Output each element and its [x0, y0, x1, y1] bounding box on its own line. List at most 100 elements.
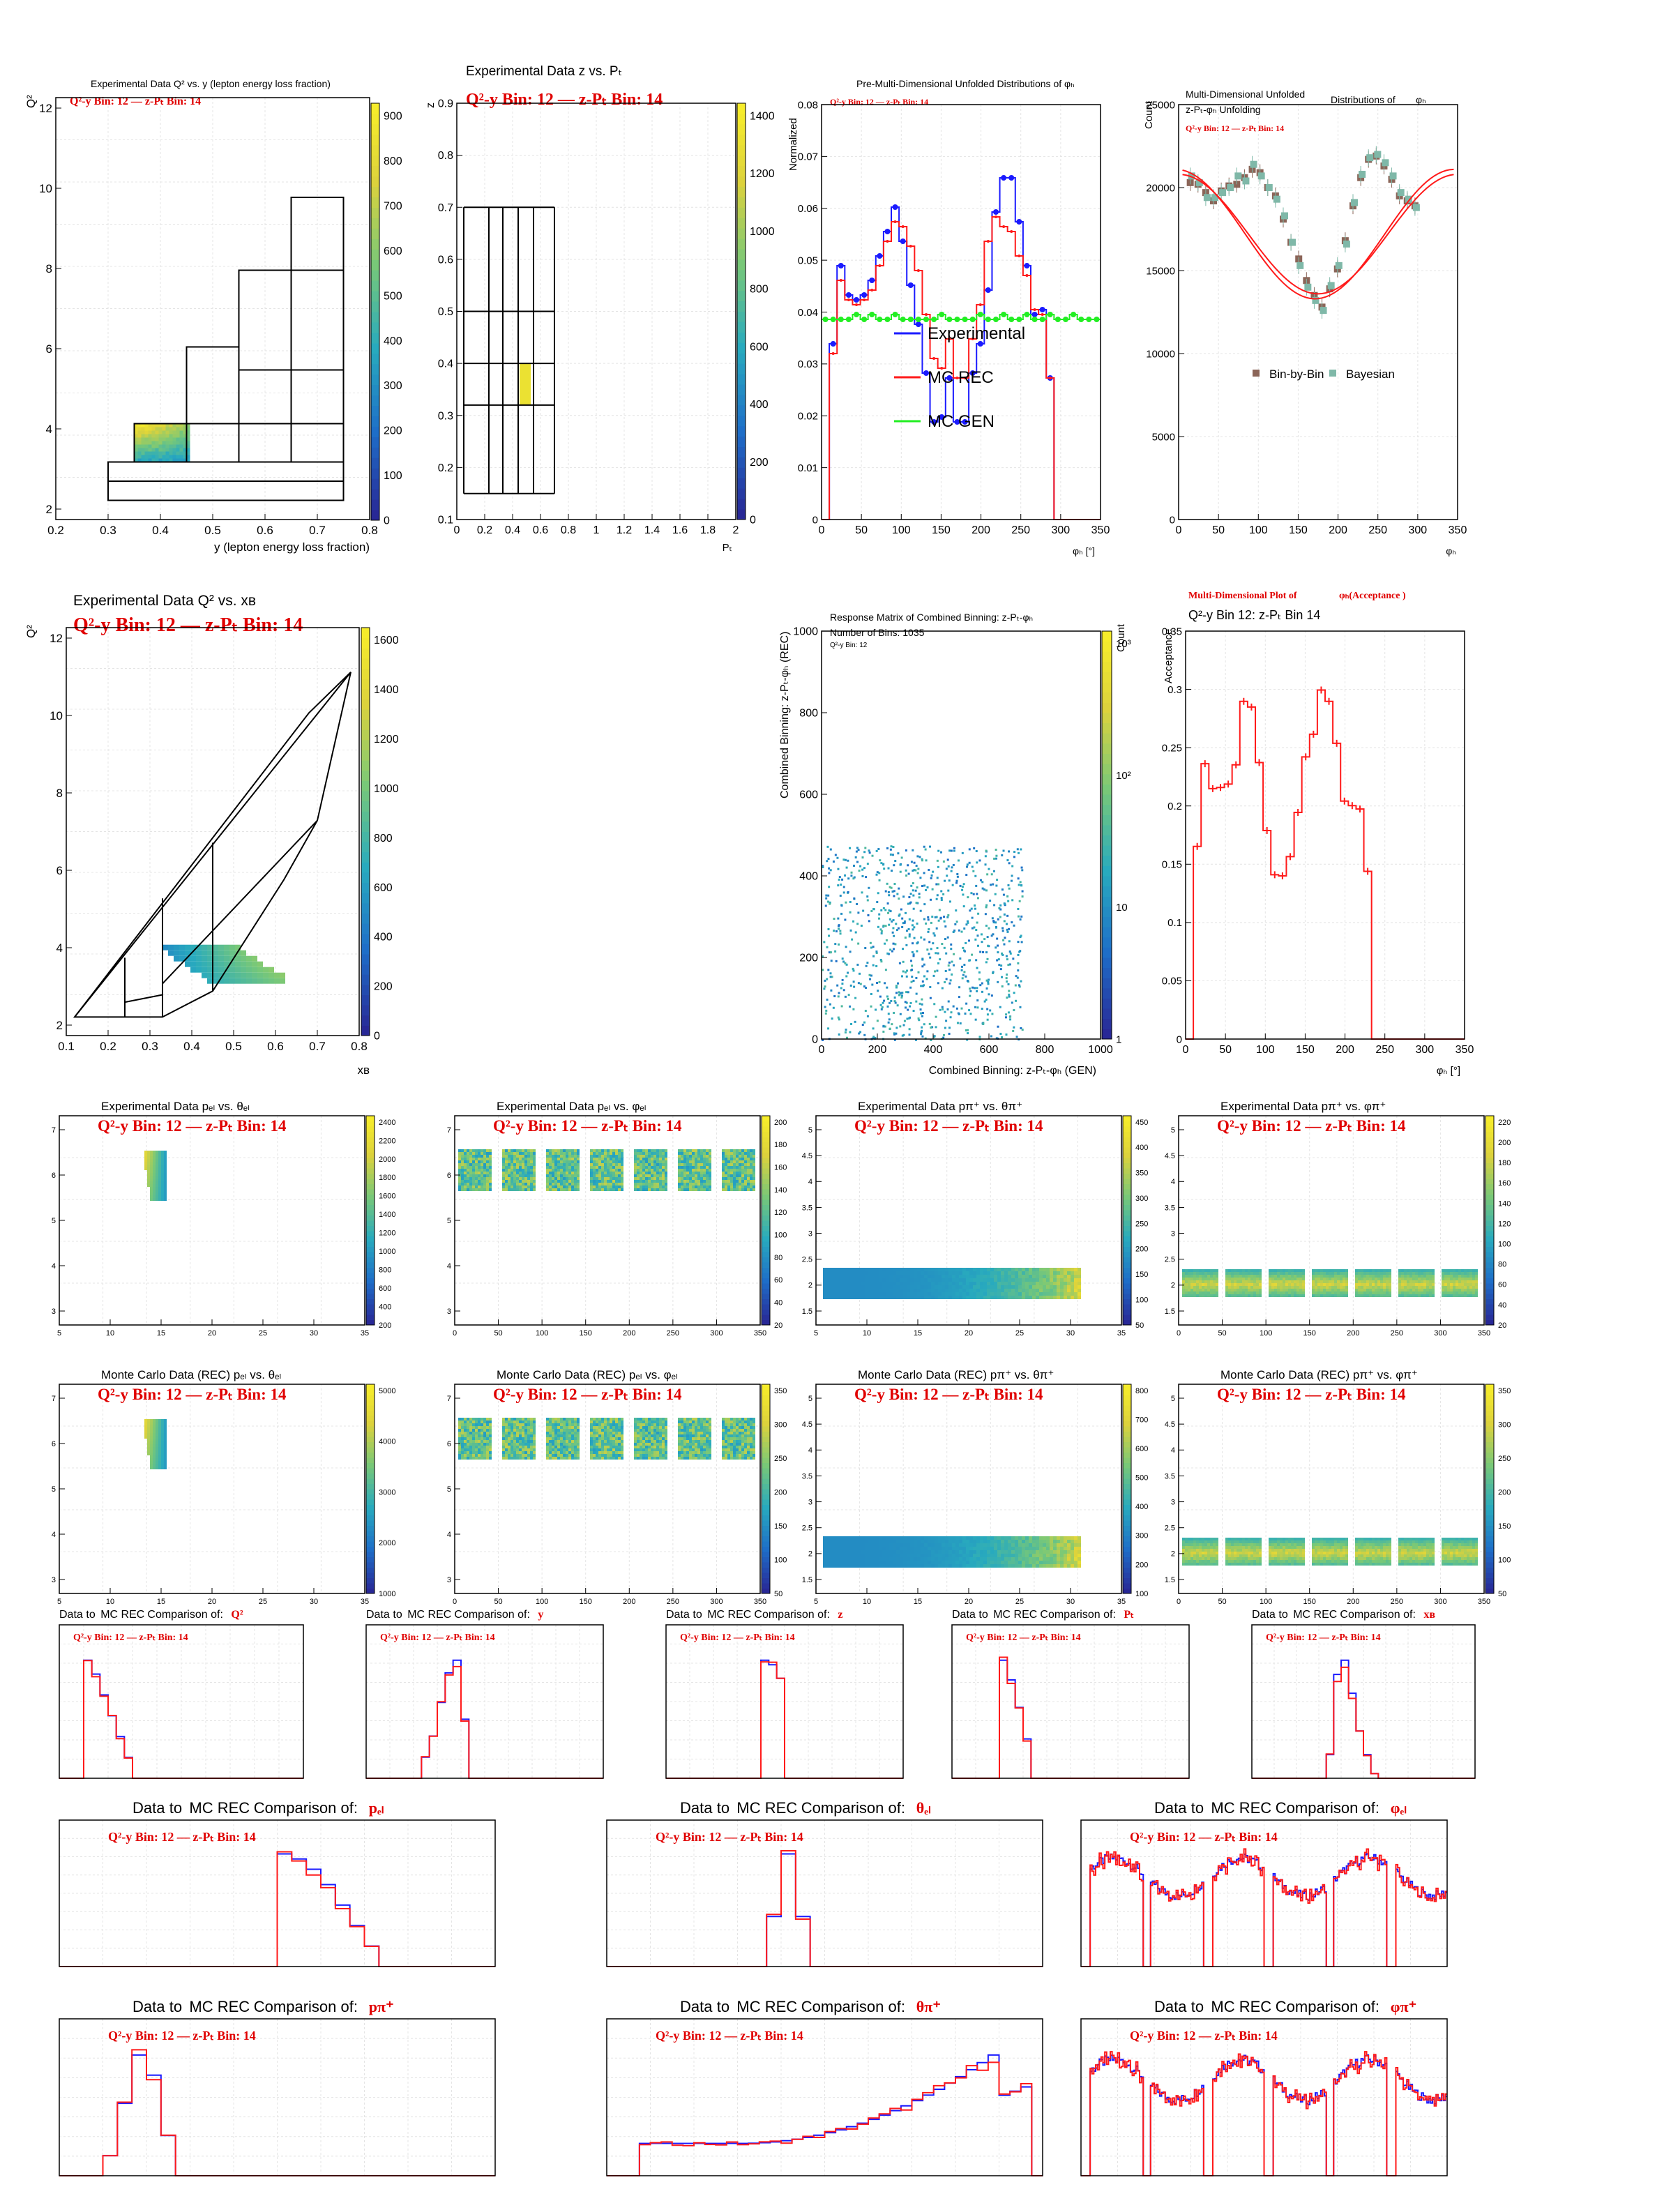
heat-cell	[1337, 1280, 1340, 1283]
matrix-cell	[856, 861, 859, 863]
data-point	[977, 312, 983, 317]
y-tick-label: 0.06	[798, 203, 818, 215]
heat-cell	[1285, 1289, 1288, 1291]
matrix-cell	[975, 850, 978, 853]
palette-cell	[1102, 815, 1112, 826]
heat-cell	[837, 1282, 840, 1285]
matrix-cell	[969, 959, 971, 962]
y-tick-label: 12	[50, 632, 63, 645]
heat-cell	[601, 1180, 604, 1183]
heat-cell	[634, 1169, 637, 1172]
matrix-cell	[838, 876, 841, 879]
heat-cell	[753, 1158, 755, 1160]
palette-cell	[762, 1288, 770, 1294]
heat-cell	[1237, 1286, 1239, 1289]
heat-cell	[903, 1296, 907, 1299]
heat-cell	[475, 1185, 478, 1188]
heat-cell	[158, 434, 162, 438]
heat-cell	[914, 1282, 917, 1285]
y-tick-label: 4.5	[802, 1152, 812, 1160]
palette-tick-label: 800	[384, 156, 402, 167]
heat-cell	[1320, 1278, 1323, 1280]
heat-cell	[533, 1180, 536, 1183]
heat-cell	[651, 1183, 653, 1185]
heat-cell	[1323, 1272, 1326, 1275]
heat-cell	[158, 423, 162, 427]
matrix-cell	[968, 861, 971, 864]
matrix-cell	[1000, 964, 1003, 967]
heat-cell	[461, 1166, 464, 1169]
matrix-cell	[907, 928, 910, 931]
matrix-cell	[981, 950, 984, 953]
heat-cell	[969, 1271, 973, 1275]
palette-cell	[762, 1126, 770, 1132]
data-point	[870, 289, 874, 291]
heat-cell	[725, 1180, 727, 1183]
heat-cell	[469, 1149, 472, 1152]
matrix-cell	[830, 960, 833, 962]
y-tick-label: 4	[46, 423, 52, 436]
data-point	[923, 317, 929, 322]
heat-cell	[566, 1188, 568, 1191]
heat-cell	[823, 1289, 826, 1292]
heat-cell	[1234, 1278, 1237, 1280]
heat-cell	[1372, 1283, 1375, 1286]
heat-cell	[692, 1163, 695, 1166]
heat-cell	[882, 1271, 886, 1275]
heat-cell	[1299, 1291, 1302, 1294]
heat-cell	[962, 1268, 966, 1271]
heat-cell	[190, 944, 196, 950]
heat-cell	[1036, 1292, 1039, 1296]
heat-cell	[861, 1271, 865, 1275]
matrix-cell	[1004, 903, 1006, 906]
heat-cell	[642, 1183, 645, 1185]
heat-cell	[1032, 1278, 1036, 1282]
heat-cell	[1345, 1280, 1348, 1283]
heat-cell	[858, 1282, 861, 1285]
heat-cell	[489, 1160, 492, 1163]
matrix-cell	[852, 980, 855, 983]
heat-cell	[753, 1166, 755, 1169]
heat-cell	[1369, 1275, 1372, 1278]
matrix-cell	[958, 996, 960, 999]
heat-cell	[502, 1180, 505, 1183]
heat-cell	[645, 1177, 648, 1180]
heat-cell	[137, 434, 142, 438]
heat-cell	[868, 1285, 872, 1289]
palette-cell	[737, 353, 746, 364]
heat-cell	[727, 1177, 730, 1180]
heat-cell	[1334, 1269, 1337, 1272]
heat-cell	[224, 972, 229, 978]
palette-cell	[361, 760, 370, 771]
heat-cell	[1202, 1275, 1204, 1278]
heat-cell	[858, 1292, 861, 1296]
palette-cell	[1102, 713, 1112, 724]
heat-cell	[1207, 1286, 1210, 1289]
matrix-cell	[938, 909, 941, 911]
heat-cell	[1361, 1291, 1363, 1294]
heat-cell	[907, 1285, 910, 1289]
heat-cell	[987, 1296, 990, 1299]
matrix-cell	[942, 1008, 944, 1010]
matrix-cell	[882, 924, 885, 927]
matrix-cell	[892, 927, 895, 930]
x-tick-label: 25	[259, 1329, 267, 1338]
matrix-cell	[933, 1003, 936, 1006]
matrix-cell	[910, 861, 913, 863]
heat-cell	[516, 1172, 519, 1174]
heat-cell	[1202, 1278, 1204, 1280]
heat-cell	[847, 1292, 851, 1296]
heat-cell	[921, 1282, 924, 1285]
heat-cell	[577, 1169, 580, 1172]
heat-cell	[653, 1163, 656, 1166]
heat-cell	[665, 1155, 667, 1158]
heat-cell	[604, 1185, 607, 1188]
palette-cell	[361, 699, 370, 710]
heat-cell	[486, 1155, 489, 1158]
kinematic-boundary	[74, 672, 351, 1018]
palette-cell	[1102, 651, 1112, 662]
heat-cell	[1294, 1272, 1296, 1275]
heat-cell	[1253, 1280, 1256, 1283]
heat-cell	[847, 1289, 851, 1292]
heat-cell	[1213, 1275, 1216, 1278]
